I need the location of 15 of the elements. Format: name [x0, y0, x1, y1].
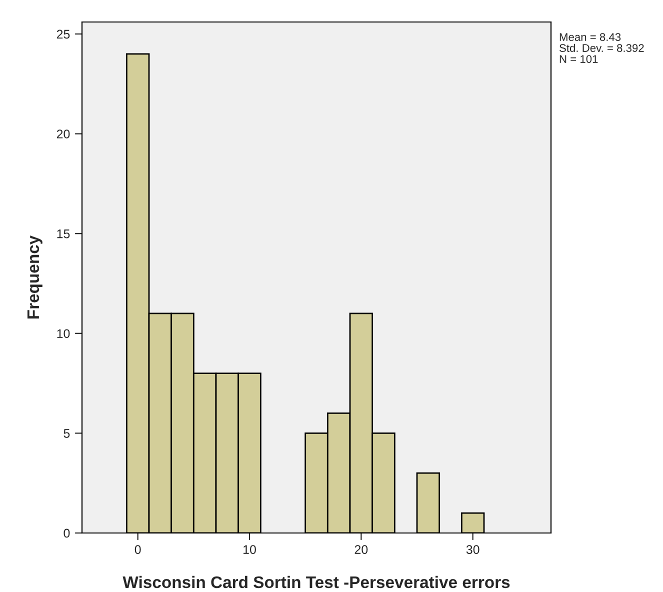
- text: N = 101: [560, 55, 598, 63]
- x-axis-title: Wisconsin Card Sortin Test -Perseverative errors: [122, 576, 510, 588]
- y-tick-label: 15: [57, 230, 70, 238]
- y-tick-label: 5: [64, 429, 70, 438]
- x-tick-label: 0: [134, 545, 141, 554]
- y-tick-label: 20: [56, 130, 70, 138]
- y-axis-title: Frequency: [27, 235, 42, 319]
- x-tick-label: 30: [466, 545, 480, 554]
- x-tick-label: 10: [244, 545, 256, 554]
- y-tick-label: 25: [56, 30, 70, 39]
- y-tick-label: 10: [57, 329, 70, 338]
- text: Std. Dev. = 8.392: [560, 44, 644, 52]
- text: Mean = 8.43: [560, 33, 621, 41]
- y-tick-label: 0: [64, 528, 70, 538]
- x-tick-label: 20: [354, 545, 368, 554]
